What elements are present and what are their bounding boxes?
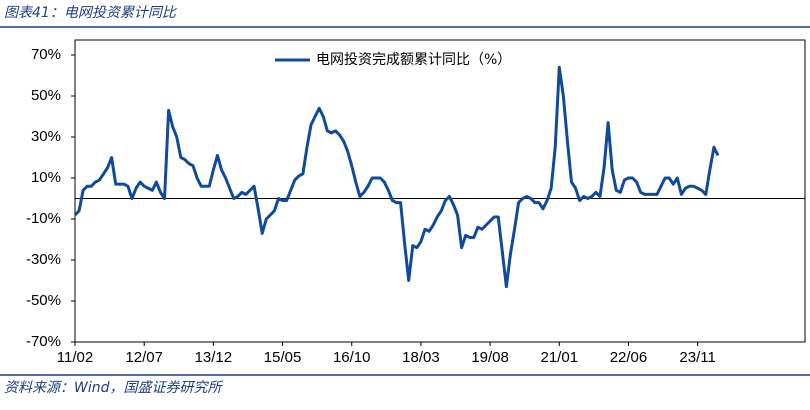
- y-tick-label: 10%: [31, 169, 61, 186]
- line-series: [73, 65, 720, 289]
- x-tick-label: 19/08: [471, 349, 509, 366]
- header-title: 图表41：电网投资累计同比: [4, 5, 178, 21]
- y-tick-label: -30%: [26, 251, 61, 268]
- y-tick-label: 70%: [31, 46, 61, 63]
- x-tick-label: 11/02: [57, 349, 93, 366]
- y-tick-label: 30%: [31, 128, 61, 145]
- y-tick-label: 50%: [31, 87, 61, 104]
- x-tick-label: 18/03: [402, 349, 440, 366]
- y-tick-label: -70%: [26, 333, 61, 350]
- plot-frame: [74, 39, 806, 343]
- source-note: 资料来源：Wind，国盛证券研究所: [4, 380, 223, 396]
- y-tick-label: -50%: [26, 292, 61, 309]
- x-tick-label: 22/06: [610, 349, 648, 366]
- x-tick-label: 23/11: [679, 349, 715, 366]
- legend-label: 电网投资完成额累计同比（%）: [316, 52, 511, 68]
- y-tick-label: -10%: [26, 210, 61, 227]
- x-tick-label: 16/10: [333, 349, 371, 366]
- x-tick-label: 15/05: [264, 349, 302, 366]
- x-tick-label: 21/01: [541, 349, 579, 366]
- x-tick-label: 12/07: [125, 349, 163, 366]
- x-tick-label: 13/12: [195, 349, 233, 366]
